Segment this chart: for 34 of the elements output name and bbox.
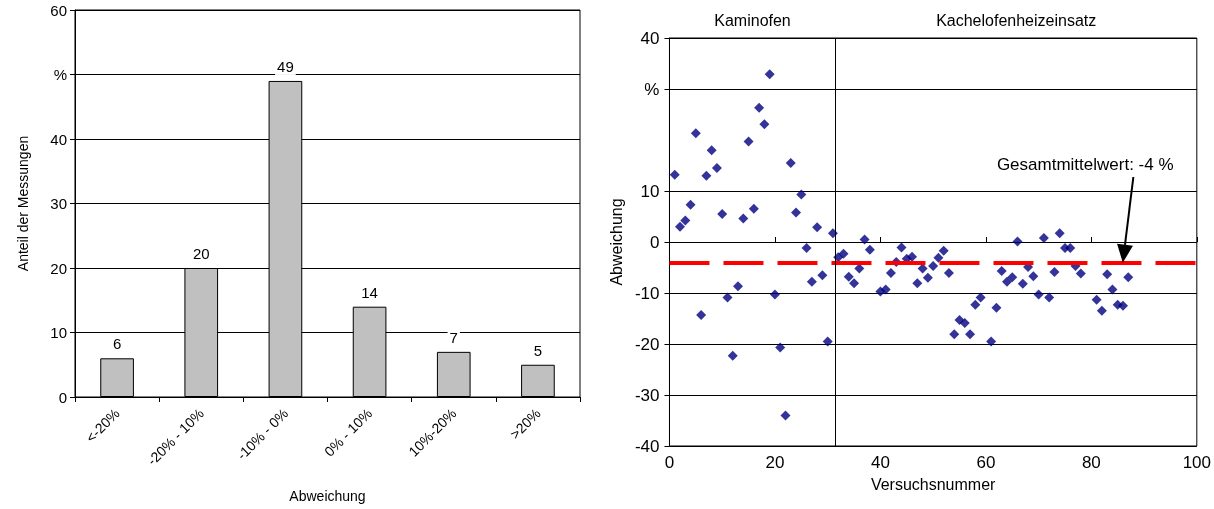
y-tick-label: 0 — [58, 388, 67, 406]
annotation: Gesamtmittelwert: -4 % — [996, 154, 1174, 174]
x-tick-label: 0 — [664, 453, 675, 472]
y-axis-title: Anteil der Messungen — [15, 135, 31, 272]
y-tick-label: % — [644, 79, 660, 99]
x-axis-title: Versuchsnummer — [870, 475, 997, 493]
text: Kachelofenheizeinsatz — [936, 11, 1097, 29]
data-label: 7 — [449, 328, 458, 346]
y-tick-label: 10 — [50, 324, 67, 341]
x-tick-label: 60 — [976, 453, 996, 472]
y-tick-label: -20 — [634, 334, 660, 354]
y-tick-label: -40 — [634, 436, 660, 456]
data-label: 49 — [277, 57, 294, 75]
data-label: 20 — [192, 245, 210, 262]
y-tick-label: 60 — [50, 1, 67, 19]
x-tick-label: 100 — [1182, 453, 1212, 472]
data-label: 5 — [533, 341, 543, 359]
data-label: 14 — [361, 283, 378, 301]
y-tick-label: 30 — [50, 195, 67, 212]
y-axis-title: Abweichung — [607, 198, 625, 286]
y-tick-label: -30 — [634, 385, 660, 405]
y-tick-label: -10 — [634, 283, 660, 303]
y-tick-label: 0 — [650, 232, 660, 252]
y-tick-label: 10 — [640, 181, 660, 201]
y-tick-label: 20 — [50, 259, 67, 277]
y-tick-label: 40 — [50, 130, 67, 148]
y-tick-label: 40 — [640, 28, 660, 48]
x-tick-label: 40 — [870, 453, 890, 472]
data-label: 6 — [112, 335, 122, 353]
x-tick-label: 80 — [1081, 453, 1101, 472]
x-tick-label: 20 — [765, 453, 785, 472]
y-tick-label: % — [53, 66, 67, 83]
text: Kaminofen — [714, 11, 791, 29]
x-axis-title: Abweichung — [289, 488, 366, 504]
